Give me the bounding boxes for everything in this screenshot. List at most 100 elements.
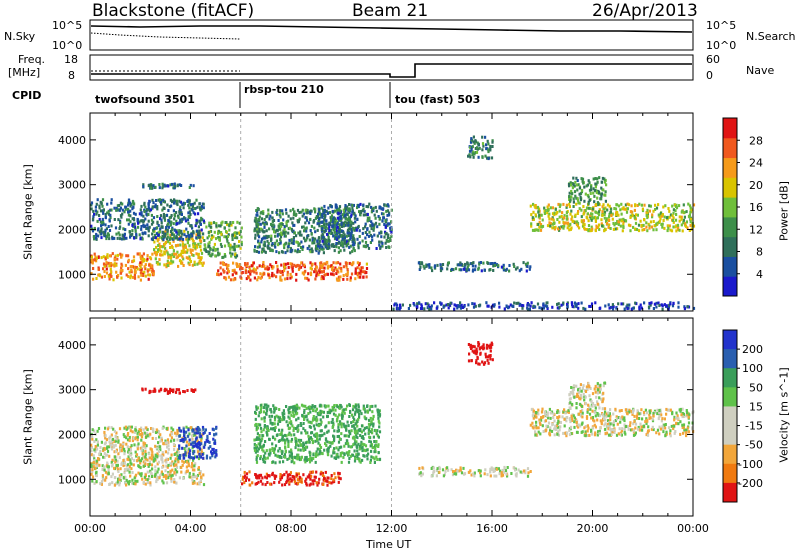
- heatmap-cell: [323, 266, 326, 270]
- heatmap-cell: [164, 439, 167, 443]
- heatmap-cell: [309, 425, 312, 429]
- heatmap-cell: [353, 228, 356, 232]
- heatmap-cell: [195, 455, 199, 459]
- heatmap-cell: [142, 444, 145, 448]
- heatmap-cell: [157, 233, 160, 237]
- heatmap-cell: [342, 221, 345, 225]
- heatmap-cell: [157, 450, 160, 453]
- heatmap-cell: [103, 430, 106, 434]
- heatmap-cell: [298, 266, 301, 270]
- heatmap-cell: [98, 452, 101, 456]
- heatmap-cell: [130, 467, 133, 471]
- heatmap-cell: [142, 219, 146, 223]
- heatmap-cell: [305, 414, 308, 418]
- heatmap-cell: [212, 235, 215, 239]
- heatmap-cell: [293, 231, 296, 235]
- heatmap-cell: [312, 408, 315, 412]
- heatmap-cell: [578, 201, 581, 205]
- heatmap-cell: [333, 437, 336, 441]
- heatmap-cell: [96, 429, 99, 433]
- heatmap-cell: [270, 248, 273, 252]
- heatmap-cell: [537, 228, 540, 232]
- heatmap-cell: [147, 277, 150, 281]
- heatmap-cell: [556, 302, 559, 306]
- heatmap-cell: [680, 223, 683, 227]
- heatmap-cell: [256, 454, 259, 458]
- heatmap-cell: [244, 479, 247, 482]
- heatmap-cell: [196, 448, 199, 452]
- heatmap-cell: [320, 229, 324, 233]
- heatmap-cell: [185, 234, 188, 238]
- heatmap-cell: [177, 243, 180, 247]
- heatmap-cell: [172, 222, 175, 226]
- heatmap-cell: [322, 415, 325, 419]
- heatmap-cell: [353, 437, 356, 441]
- heatmap-cell: [647, 305, 651, 309]
- heatmap-cell: [335, 232, 339, 236]
- heatmap-cell: [190, 438, 193, 441]
- heatmap-cell: [326, 483, 329, 487]
- heatmap-cell: [352, 239, 355, 243]
- heatmap-cell: [198, 202, 201, 206]
- heatmap-cell: [191, 205, 194, 209]
- heatmap-cell: [192, 184, 195, 188]
- heatmap-cell: [103, 478, 106, 482]
- heatmap-cell: [348, 415, 351, 418]
- heatmap-cell: [354, 442, 357, 446]
- heatmap-cell: [150, 427, 153, 430]
- heatmap-cell: [428, 263, 431, 267]
- heatmap-cell: [537, 215, 540, 219]
- heatmap-cell: [198, 219, 202, 223]
- heatmap-cell: [431, 269, 434, 273]
- heatmap-cell: [314, 277, 317, 281]
- heatmap-cell: [256, 266, 259, 270]
- heatmap-cell: [302, 212, 306, 216]
- heatmap-cell: [350, 272, 354, 276]
- heatmap-cell: [320, 220, 323, 224]
- heatmap-cell: [195, 222, 198, 225]
- heatmap-cell: [139, 466, 142, 470]
- heatmap-cell: [142, 454, 145, 458]
- heatmap-cell: [339, 420, 342, 424]
- heatmap-cell: [201, 452, 204, 456]
- heatmap-cell: [367, 428, 370, 432]
- heatmap-cell: [341, 229, 344, 233]
- heatmap-cell: [339, 477, 342, 481]
- heatmap-cell: [161, 245, 164, 249]
- heatmap-cell: [518, 269, 521, 273]
- heatmap-cell: [248, 470, 251, 474]
- heatmap-cell: [231, 233, 234, 237]
- heatmap-cell: [640, 223, 643, 227]
- heatmap-cell: [603, 216, 606, 220]
- heatmap-cell: [498, 301, 501, 305]
- heatmap-cell: [302, 245, 305, 249]
- heatmap-cell: [192, 451, 195, 455]
- heatmap-cell: [183, 250, 187, 254]
- heatmap-cell: [150, 222, 154, 226]
- heatmap-cell: [491, 145, 494, 148]
- heatmap-cell: [298, 217, 301, 221]
- heatmap-cell: [603, 210, 607, 214]
- heatmap-cell: [452, 268, 455, 272]
- heatmap-cell: [289, 249, 292, 253]
- heatmap-cell: [119, 225, 122, 229]
- heatmap-cell: [446, 267, 449, 271]
- heatmap-cell: [590, 218, 593, 222]
- heatmap-cell: [347, 216, 350, 220]
- heatmap-cell: [259, 479, 263, 483]
- heatmap-cell: [155, 232, 158, 236]
- heatmap-cell: [141, 259, 144, 263]
- heatmap-cell: [106, 427, 110, 431]
- heatmap-cell: [192, 456, 195, 460]
- heatmap-cell: [142, 441, 145, 445]
- heatmap-cell: [358, 459, 361, 463]
- heatmap-cell: [179, 205, 182, 209]
- heatmap-cell: [202, 219, 205, 223]
- heatmap-cell: [190, 427, 193, 431]
- heatmap-cell: [123, 426, 126, 430]
- heatmap-cell: [539, 213, 542, 217]
- heatmap-cell: [123, 232, 126, 236]
- heatmap-cell: [212, 248, 215, 252]
- heatmap-cell: [151, 467, 154, 471]
- heatmap-cell: [587, 195, 590, 199]
